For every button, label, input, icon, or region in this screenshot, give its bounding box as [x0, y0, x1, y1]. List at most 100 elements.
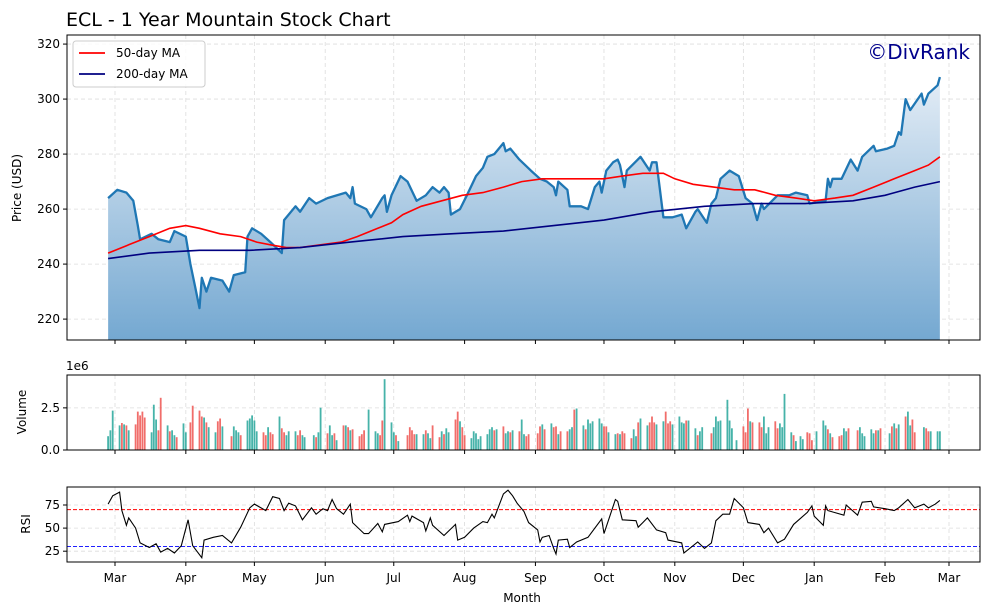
volume-bar [646, 425, 649, 450]
volume-bar [166, 425, 169, 450]
volume-bar [648, 422, 651, 450]
volume-bar [571, 427, 573, 450]
price-ytick-label: 280 [37, 147, 60, 161]
volume-bar [331, 435, 333, 450]
legend-label-ma50: 50-day MA [116, 46, 181, 60]
volume-bar [559, 431, 562, 450]
volume-bar [712, 427, 715, 450]
volume-bar [936, 431, 939, 450]
volume-bar [557, 434, 560, 450]
volume-bar [461, 427, 464, 450]
rsi-axis-label: RSI [19, 514, 33, 534]
volume-bar [470, 438, 473, 450]
volume-bar [422, 434, 425, 450]
chart-title: ECL - 1 Year Mountain Stock Chart [66, 9, 391, 31]
month-tick-label: Jun [315, 571, 335, 585]
volume-bar [872, 433, 875, 450]
volume-bar [175, 437, 178, 450]
volume-bar [568, 429, 571, 450]
volume-bar [907, 411, 909, 450]
ma200-line [107, 180, 941, 260]
volume-bar [121, 423, 123, 450]
volume-bar [824, 425, 827, 450]
volume-bar [408, 427, 411, 450]
volume-bar [303, 437, 306, 450]
volume-bar [395, 435, 397, 450]
volume-axis-label: Volume [15, 390, 29, 435]
volume-bar [472, 431, 475, 450]
volume-bar [715, 416, 717, 450]
volume-bar [255, 431, 258, 450]
price-area-fill [108, 77, 940, 340]
month-tick-label: Sep [524, 571, 547, 585]
volume-bar [475, 433, 477, 450]
volume-bar [333, 433, 336, 450]
volume-bar [929, 431, 932, 450]
price-axes-frame [66, 34, 981, 341]
volume-bar [173, 435, 176, 450]
volume-bar [870, 429, 873, 450]
volume-bar [792, 435, 795, 450]
volume-bar [566, 431, 569, 450]
volume-bar [699, 431, 701, 450]
volume-bar [230, 436, 233, 450]
month-tick-label: Nov [663, 571, 686, 585]
volume-bar [280, 428, 283, 450]
month-tick-label: Jan [804, 571, 824, 585]
volume-bar [879, 428, 882, 450]
volume-bar [799, 436, 802, 450]
volume-bar [863, 436, 866, 450]
volume-bar [477, 439, 480, 450]
volume-bar [552, 427, 555, 450]
rsi-ytick-label: 50 [45, 521, 60, 535]
volume-bar [694, 428, 697, 450]
volume-bar [287, 431, 290, 450]
volume-bar [491, 427, 493, 450]
volume-bar [269, 432, 272, 450]
volume-bar [726, 399, 729, 450]
volume-bar [111, 410, 114, 450]
volume-bar [376, 433, 379, 450]
rsi-ytick-label: 25 [45, 544, 60, 558]
volume-offset-label: 1e6 [66, 359, 89, 373]
volume-bar [614, 434, 617, 450]
volume-bar [760, 427, 763, 450]
price-axis-label: Price (USD) [10, 154, 24, 222]
volume-bar [507, 431, 509, 450]
volume-bar [235, 430, 237, 450]
volume-bar [573, 409, 576, 450]
volume-bar [125, 425, 128, 450]
volume-bar [525, 436, 528, 450]
volume-bar [502, 426, 505, 450]
volume-bar [415, 434, 418, 450]
volume-bar [891, 426, 893, 450]
volume-bar [344, 425, 347, 450]
volume-bar [239, 435, 242, 450]
volume-bar [539, 426, 541, 450]
volume-bar [822, 420, 825, 450]
volume-bar [911, 419, 914, 450]
volume-bar [801, 439, 804, 450]
volume-panel: 0.0 2.5 [41, 374, 981, 457]
volume-bar [479, 436, 482, 450]
volume-bar [630, 438, 633, 450]
volume-bar [294, 431, 297, 450]
month-tick-label: May [242, 571, 267, 585]
volume-bar [815, 431, 818, 450]
volume-bar [136, 411, 139, 450]
volume-bar [927, 431, 930, 450]
volume-bar [182, 423, 185, 450]
volume-bar [811, 440, 813, 450]
volume-bar [219, 418, 221, 450]
volume-bar [518, 431, 521, 450]
volume-bar [582, 425, 585, 450]
volume-bar [925, 428, 928, 450]
volume-bar [859, 427, 861, 450]
volume-bar [897, 424, 900, 450]
price-ytick-label: 260 [37, 202, 60, 216]
volume-bar [758, 422, 761, 450]
volume-bar [913, 432, 916, 450]
volume-bar [301, 435, 304, 450]
volume-bar [662, 421, 665, 450]
volume-bar [440, 431, 443, 450]
